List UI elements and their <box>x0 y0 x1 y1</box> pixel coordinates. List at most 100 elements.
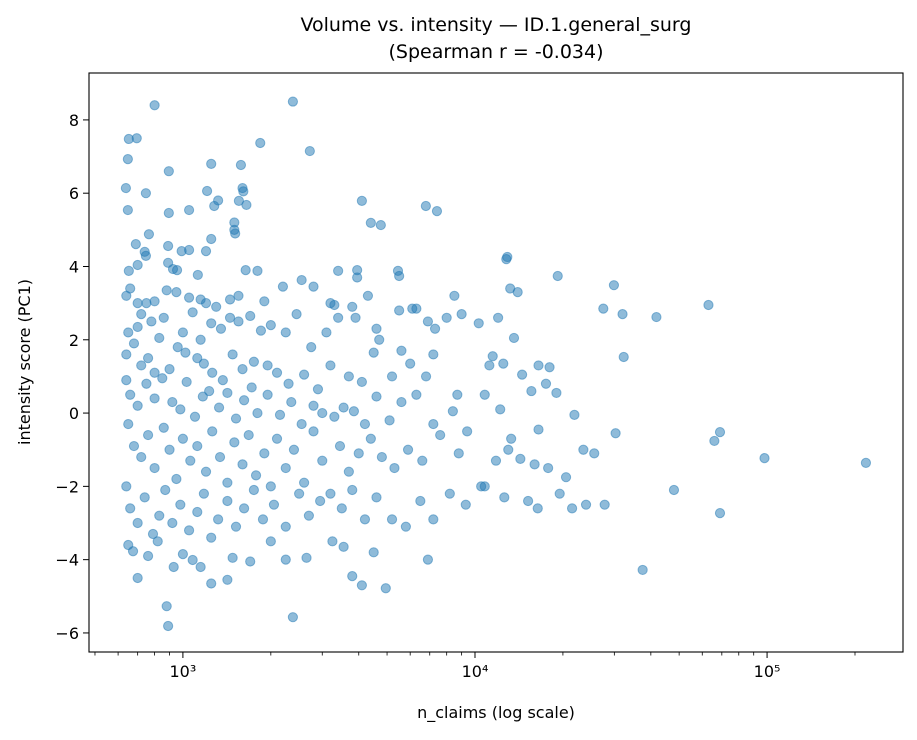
data-point <box>141 298 152 309</box>
data-point <box>123 539 134 551</box>
data-point <box>222 387 233 399</box>
data-point <box>543 462 554 474</box>
data-point <box>353 448 364 459</box>
data-point <box>435 429 446 441</box>
plot-frame <box>88 72 904 653</box>
data-point <box>714 427 726 438</box>
data-point <box>163 207 174 219</box>
data-point <box>312 384 324 395</box>
data-point <box>560 472 572 483</box>
data-point <box>280 462 291 474</box>
data-point <box>255 325 267 336</box>
data-point <box>668 484 680 496</box>
data-point <box>227 349 238 360</box>
data-point <box>420 200 431 212</box>
data-point <box>394 270 405 282</box>
data-point <box>533 424 544 435</box>
data-point <box>206 318 217 329</box>
data-point <box>389 462 400 474</box>
data-point <box>329 411 340 422</box>
data-point <box>321 327 332 338</box>
data-point <box>333 312 344 323</box>
data-point <box>206 578 217 589</box>
data-point <box>384 415 395 426</box>
y-axis: −6 −4 −2 0 2 4 6 8 <box>55 111 89 643</box>
points-layer <box>120 96 872 632</box>
data-point <box>362 290 374 301</box>
data-point <box>580 499 592 510</box>
y-tick-label: −2 <box>55 477 79 496</box>
data-point <box>177 327 188 338</box>
data-point <box>141 378 152 389</box>
data-point <box>222 477 233 488</box>
data-point <box>157 373 168 384</box>
data-point <box>265 320 276 331</box>
data-point <box>180 347 191 358</box>
data-point <box>241 199 252 211</box>
data-point <box>140 250 151 261</box>
data-point <box>271 433 283 444</box>
data-point <box>158 312 169 323</box>
data-point <box>171 473 182 485</box>
data-point <box>132 321 143 333</box>
data-point <box>371 391 382 402</box>
data-point <box>164 363 175 375</box>
data-point <box>229 224 240 235</box>
data-point <box>163 166 174 177</box>
data-point <box>428 418 439 430</box>
data-point <box>235 159 247 171</box>
data-point <box>280 521 291 532</box>
data-point <box>429 323 441 334</box>
data-point <box>152 536 163 547</box>
data-point <box>569 409 580 421</box>
data-point <box>428 514 439 525</box>
data-point <box>299 477 310 488</box>
data-point <box>452 389 463 400</box>
data-point <box>172 342 183 353</box>
data-point <box>544 362 555 373</box>
data-point <box>122 204 133 216</box>
data-point <box>350 312 361 323</box>
data-point <box>554 488 565 499</box>
data-point <box>240 265 251 276</box>
data-point <box>237 363 248 375</box>
data-point <box>449 290 460 301</box>
data-point <box>192 269 203 281</box>
data-point <box>201 185 213 197</box>
data-point <box>238 395 250 406</box>
data-point <box>163 620 174 632</box>
data-point <box>610 428 621 439</box>
data-point <box>175 499 186 510</box>
data-point <box>365 433 376 444</box>
data-point <box>233 290 244 301</box>
data-point <box>526 385 537 397</box>
data-point <box>238 503 250 514</box>
data-point <box>280 554 291 565</box>
data-point <box>532 503 543 514</box>
data-point <box>371 492 382 503</box>
data-point <box>192 353 203 364</box>
data-point <box>177 549 188 560</box>
x-axis-label: n_claims (log scale) <box>417 703 575 723</box>
data-point <box>237 459 248 470</box>
data-point <box>262 389 273 400</box>
data-point <box>291 309 302 320</box>
data-point <box>415 495 426 507</box>
data-point <box>230 413 242 424</box>
data-point <box>238 186 249 197</box>
data-point <box>499 492 510 503</box>
data-point <box>252 407 263 419</box>
data-point <box>160 484 171 496</box>
data-point <box>394 305 405 316</box>
data-point <box>347 571 358 582</box>
data-point <box>224 312 236 323</box>
data-point <box>195 334 206 345</box>
data-point <box>158 422 169 433</box>
chart-subtitle: (Spearman r = -0.034) <box>388 41 603 63</box>
data-point <box>229 437 240 448</box>
data-point <box>206 233 217 245</box>
data-point <box>265 481 276 492</box>
data-point <box>508 332 520 344</box>
data-point <box>136 360 147 371</box>
